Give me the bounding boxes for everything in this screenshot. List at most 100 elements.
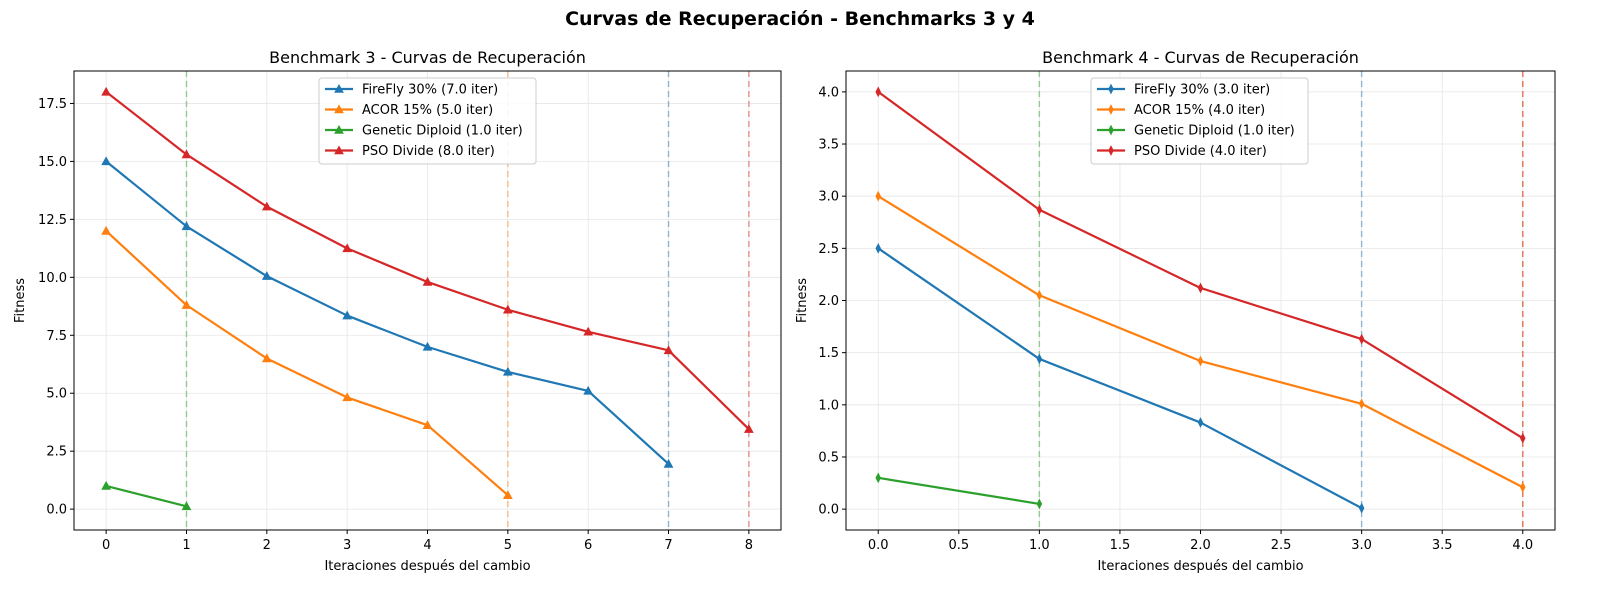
series-line bbox=[878, 476, 1040, 506]
y-tick-label: 2.0 bbox=[818, 294, 839, 309]
y-tick-label: 0.0 bbox=[818, 503, 839, 518]
series-line bbox=[877, 247, 1363, 510]
y-tick-label: 3.5 bbox=[818, 138, 839, 153]
chart-title: Benchmark 4 - Curvas de Recuperación bbox=[1042, 48, 1359, 67]
data-point bbox=[502, 366, 513, 376]
x-tick-label: 0.5 bbox=[948, 538, 969, 553]
y-tick-label: 7.5 bbox=[46, 329, 67, 344]
y-axis-label: Fitness bbox=[13, 278, 28, 323]
series-line bbox=[105, 160, 670, 465]
data-point bbox=[875, 86, 881, 98]
y-tick-label: 1.5 bbox=[818, 346, 839, 361]
data-point bbox=[583, 385, 594, 395]
data-point bbox=[181, 300, 192, 309]
y-tick-label: 12.5 bbox=[38, 213, 67, 228]
data-point bbox=[875, 190, 881, 202]
y-axis-label: Fitness bbox=[795, 278, 810, 323]
data-point bbox=[1036, 289, 1043, 301]
x-tick-label: 2.0 bbox=[1190, 538, 1211, 553]
data-point bbox=[1197, 417, 1204, 428]
legend-marker bbox=[334, 83, 344, 93]
x-tick-label: 6 bbox=[584, 538, 592, 553]
data-point bbox=[181, 149, 192, 159]
legend-box bbox=[1090, 77, 1309, 165]
x-tick-label: 1 bbox=[182, 538, 190, 553]
data-point bbox=[342, 243, 353, 253]
data-point bbox=[101, 480, 112, 490]
legend-marker bbox=[334, 124, 344, 134]
benchmark-4-chart: 0.0 0.5 1.0 1.5 2.0 2.5 3.0 3.5 4.0 0.0 0.5 1.0 1.5 2… bbox=[795, 48, 1556, 574]
data-point bbox=[261, 201, 272, 211]
series-acor bbox=[101, 225, 513, 499]
legend-label: Genetic Diploid (1.0 iter) bbox=[1134, 124, 1295, 139]
series-pso bbox=[101, 86, 754, 433]
data-point bbox=[1036, 353, 1043, 365]
x-axis-label: Iteraciones después del cambio bbox=[1097, 559, 1303, 574]
legend: FireFly 30% (3.0 iter) ACOR 15% (4.0 iter… bbox=[1090, 77, 1309, 165]
data-point bbox=[422, 276, 433, 286]
data-point bbox=[101, 225, 112, 235]
data-point bbox=[875, 472, 881, 484]
data-point bbox=[261, 353, 272, 363]
series-pso bbox=[875, 86, 1526, 444]
y-tick-label: 15.0 bbox=[38, 155, 67, 170]
legend-label: Genetic Diploid (1.0 iter) bbox=[362, 124, 523, 139]
legend-marker bbox=[1108, 145, 1114, 156]
legend-label: FireFly 30% (7.0 iter) bbox=[362, 83, 498, 98]
data-point bbox=[663, 458, 674, 468]
data-point bbox=[342, 310, 353, 320]
series-genetic bbox=[875, 472, 1043, 510]
data-point bbox=[261, 271, 272, 280]
legend-label: FireFly 30% (3.0 iter) bbox=[1134, 83, 1270, 98]
x-tick-label: 3 bbox=[343, 538, 351, 553]
data-point bbox=[101, 156, 112, 166]
data-point bbox=[502, 490, 513, 499]
y-tick-label: 4.0 bbox=[818, 85, 839, 100]
legend-marker bbox=[334, 104, 344, 114]
y-tick-label: 0.5 bbox=[818, 450, 839, 465]
data-point bbox=[1358, 398, 1365, 410]
data-point bbox=[663, 345, 674, 355]
legend: FireFly 30% (7.0 iter) ACOR 15% (5.0 iter… bbox=[318, 77, 537, 165]
x-tick-label: 4 bbox=[423, 538, 431, 553]
data-point bbox=[422, 420, 433, 429]
legend-marker bbox=[1108, 104, 1114, 115]
x-tick-label: 7 bbox=[664, 538, 672, 553]
x-tick-label: 0.0 bbox=[868, 538, 889, 553]
grid bbox=[74, 71, 781, 530]
legend-label: PSO Divide (8.0 iter) bbox=[362, 144, 495, 159]
legend-marker bbox=[1108, 124, 1114, 136]
x-tick-label: 2 bbox=[263, 538, 271, 553]
y-tick-label: 2.5 bbox=[46, 445, 67, 460]
y-tick-label: 3.0 bbox=[818, 190, 839, 205]
series-acor bbox=[875, 190, 1526, 493]
data-point bbox=[181, 221, 192, 231]
x-tick-label: 1.0 bbox=[1029, 538, 1050, 553]
data-point bbox=[1036, 498, 1043, 510]
grid bbox=[846, 71, 1555, 530]
data-point bbox=[1358, 333, 1365, 345]
data-point bbox=[101, 86, 112, 96]
legend-marker bbox=[1108, 83, 1114, 95]
y-tick-label: 1.0 bbox=[818, 398, 839, 413]
data-point bbox=[1520, 481, 1526, 493]
series-firefly bbox=[101, 156, 674, 468]
series-line bbox=[105, 484, 187, 508]
figure-title: Curvas de Recuperación - Benchmarks 3 y … bbox=[565, 8, 1035, 30]
data-point bbox=[583, 326, 594, 336]
x-tick-label: 1.5 bbox=[1110, 538, 1131, 553]
y-tick-label: 2.5 bbox=[818, 242, 839, 257]
data-point bbox=[422, 341, 433, 351]
benchmark-3-chart: 0 1 2 3 4 5 6 7 8 0.0 2.5 5.0 7.5 10.0 12.5 15.0 17.5 Ben… bbox=[13, 48, 782, 574]
legend-marker bbox=[334, 145, 344, 155]
data-point bbox=[342, 392, 353, 402]
legend-label: PSO Divide (4.0 iter) bbox=[1134, 144, 1267, 159]
y-tick-label: 10.0 bbox=[38, 271, 67, 286]
x-tick-label: 3.0 bbox=[1351, 538, 1372, 553]
data-point bbox=[1197, 282, 1204, 294]
x-tick-label: 2.5 bbox=[1271, 538, 1292, 553]
series-line bbox=[105, 230, 509, 497]
legend-label: ACOR 15% (5.0 iter) bbox=[362, 103, 493, 118]
series-firefly bbox=[875, 242, 1365, 514]
data-point bbox=[743, 424, 754, 433]
